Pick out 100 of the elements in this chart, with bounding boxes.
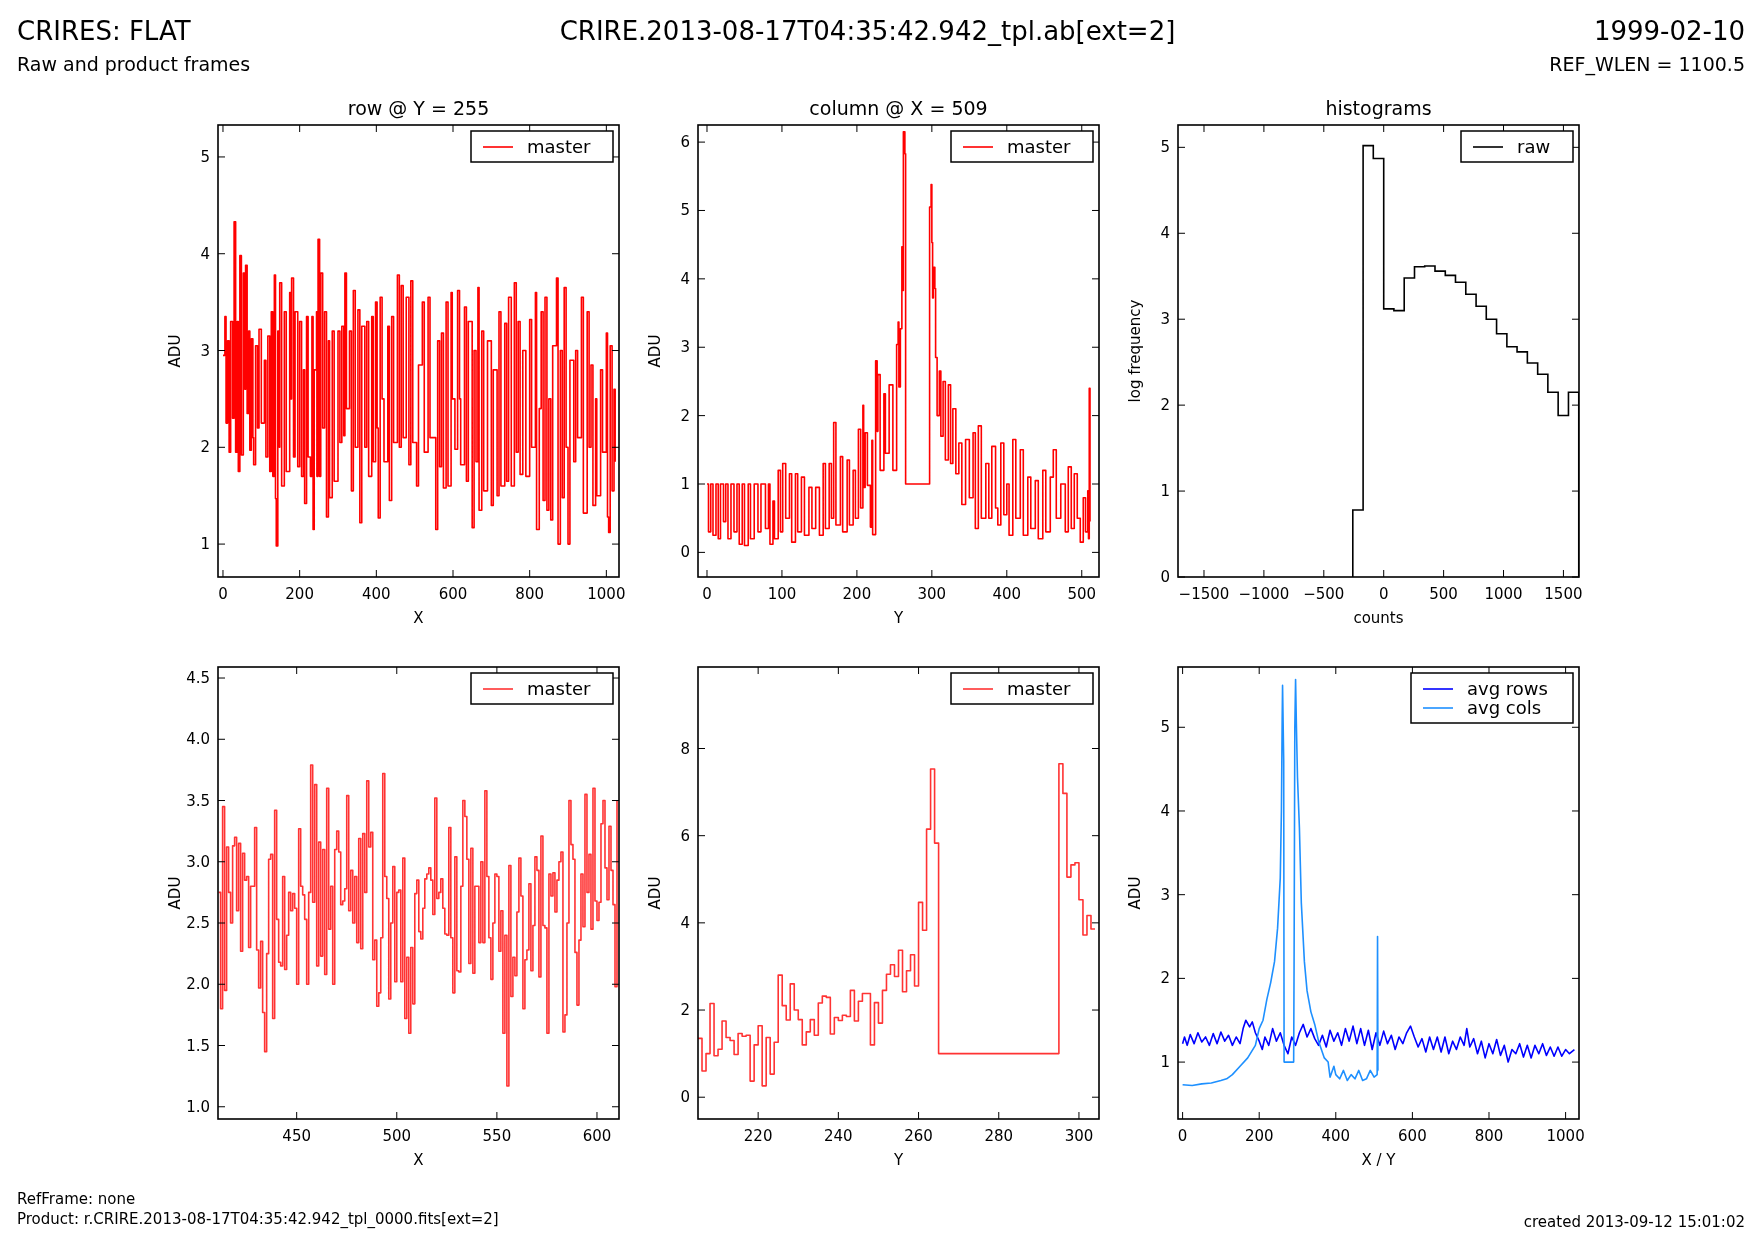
chart-title: column @ X = 509 <box>809 97 988 119</box>
chart-title: row @ Y = 255 <box>347 97 490 119</box>
text: CRIRE.2013-08-17T04:35:42.942_tpl.ab[ext=2] <box>559 16 1176 46</box>
x-tick-label: 200 <box>842 585 872 603</box>
x-tick-label: 100 <box>767 585 797 603</box>
y-tick-label: 2.5 <box>186 914 210 933</box>
y-axis-title: ADU <box>646 334 664 368</box>
x-tick-label: 1000 <box>1484 585 1523 603</box>
text: Product: r.CRIRE.2013-08-17T04:35:42.942_tpl_0000.fits[ext=2] <box>17 1210 499 1229</box>
x-tick-label: 400 <box>1321 1127 1351 1145</box>
x-tick-label: 450 <box>282 1127 311 1145</box>
x-tick-label: 550 <box>482 1127 512 1145</box>
line-series <box>1181 1019 1576 1063</box>
y-tick-label: 5 <box>1160 138 1170 157</box>
legend-label: master <box>1007 136 1072 157</box>
text: 1999-02-10 <box>1593 16 1745 46</box>
x-tick-label: 300 <box>917 585 947 603</box>
line-series <box>1181 678 1380 1087</box>
y-tick-label: 1.5 <box>186 1036 210 1055</box>
y-tick-label: 2 <box>1160 396 1170 415</box>
legend-label: master <box>527 136 592 157</box>
y-tick-label: 2 <box>1160 969 1170 988</box>
legend-label: master <box>527 678 592 699</box>
y-tick-label: 1 <box>1160 1053 1170 1072</box>
x-tick-label: 1000 <box>1546 1127 1585 1145</box>
y-tick-label: 1 <box>1160 482 1170 501</box>
y-tick-label: 4 <box>1160 224 1170 243</box>
x-tick-label: 0 <box>218 585 228 603</box>
y-tick-label: 1 <box>680 475 690 493</box>
y-tick-label: 4 <box>680 913 690 932</box>
y-tick-label: 5 <box>1160 718 1170 737</box>
x-tick-label: 500 <box>382 1127 412 1145</box>
y-tick-label: 3 <box>200 341 210 360</box>
x-tick-label: −1000 <box>1238 585 1290 603</box>
text: REF_WLEN = 1100.5 <box>1549 53 1745 76</box>
y-tick-label: 3 <box>680 338 690 357</box>
y-tick-label: 2 <box>200 438 210 457</box>
legend-label: raw <box>1517 136 1551 157</box>
y-tick-label: 3.0 <box>186 852 210 871</box>
x-axis-title: Y <box>892 609 904 627</box>
y-tick-label: 3 <box>1160 885 1170 904</box>
y-tick-label: 0 <box>1160 568 1170 586</box>
legend-label: avg rows <box>1467 678 1548 699</box>
y-tick-label: 8 <box>680 739 690 758</box>
x-tick-label: −1500 <box>1178 585 1230 603</box>
x-tick-label: 280 <box>984 1127 1014 1145</box>
x-tick-label: 400 <box>992 585 1022 603</box>
x-tick-label: 800 <box>1474 1127 1504 1145</box>
x-tick-label: 400 <box>362 585 391 603</box>
y-axis-title: ADU <box>166 334 184 368</box>
x-axis-title: X <box>413 609 424 627</box>
x-tick-label: 0 <box>702 585 712 603</box>
y-tick-label: 4 <box>200 244 210 263</box>
x-tick-label: 1000 <box>587 585 626 603</box>
x-tick-label: 500 <box>1429 585 1458 603</box>
y-tick-label: 5 <box>680 201 690 220</box>
x-tick-label: 600 <box>582 1127 612 1145</box>
y-tick-label: 1 <box>200 535 210 554</box>
text: RefFrame: none <box>17 1190 136 1208</box>
x-tick-label: 200 <box>1244 1127 1274 1145</box>
y-tick-label: 3.5 <box>186 791 210 810</box>
y-tick-label: 0 <box>680 1088 690 1107</box>
x-tick-label: 240 <box>824 1127 853 1145</box>
y-tick-label: 6 <box>680 826 690 845</box>
x-tick-label: −500 <box>1303 585 1345 603</box>
x-tick-label: 500 <box>1067 585 1097 603</box>
y-tick-label: 4.5 <box>186 669 210 688</box>
x-tick-label: 600 <box>438 585 468 603</box>
y-tick-label: 2 <box>680 1001 690 1020</box>
y-tick-label: 2.0 <box>186 975 210 994</box>
text: CRIRES: FLAT <box>17 16 191 46</box>
y-axis-title: ADU <box>166 876 184 910</box>
y-axis-title: ADU <box>646 876 664 910</box>
y-tick-label: 6 <box>680 133 690 152</box>
y-tick-label: 4.0 <box>186 730 210 749</box>
y-tick-label: 3 <box>1160 310 1170 329</box>
y-tick-label: 2 <box>680 406 690 425</box>
x-tick-label: 200 <box>285 585 314 603</box>
y-tick-label: 5 <box>200 147 210 166</box>
text: created 2013-09-12 15:01:02 <box>1523 1213 1745 1231</box>
y-tick-label: 4 <box>1160 801 1170 820</box>
chart-title: histograms <box>1325 97 1432 119</box>
x-tick-label: 260 <box>904 1127 933 1145</box>
x-tick-label: 800 <box>515 585 544 603</box>
y-tick-label: 0 <box>680 543 690 562</box>
x-tick-label: 0 <box>1378 585 1389 603</box>
legend-label: master <box>1007 678 1072 699</box>
x-tick-label: 300 <box>1064 1127 1094 1145</box>
x-axis-title: Y <box>892 1151 904 1169</box>
y-tick-label: 4 <box>680 269 690 288</box>
x-tick-label: 220 <box>743 1127 773 1145</box>
x-tick-label: 600 <box>1398 1127 1427 1145</box>
x-axis-title: counts <box>1353 609 1404 627</box>
x-axis-title: X / Y <box>1361 1151 1397 1169</box>
y-tick-label: 1.0 <box>186 1097 210 1116</box>
x-axis-title: X <box>413 1151 424 1169</box>
text: Raw and product frames <box>17 53 251 75</box>
x-tick-label: 1500 <box>1544 585 1583 603</box>
x-tick-label: 0 <box>1177 1127 1188 1145</box>
y-axis-title: log frequency <box>1126 299 1144 403</box>
